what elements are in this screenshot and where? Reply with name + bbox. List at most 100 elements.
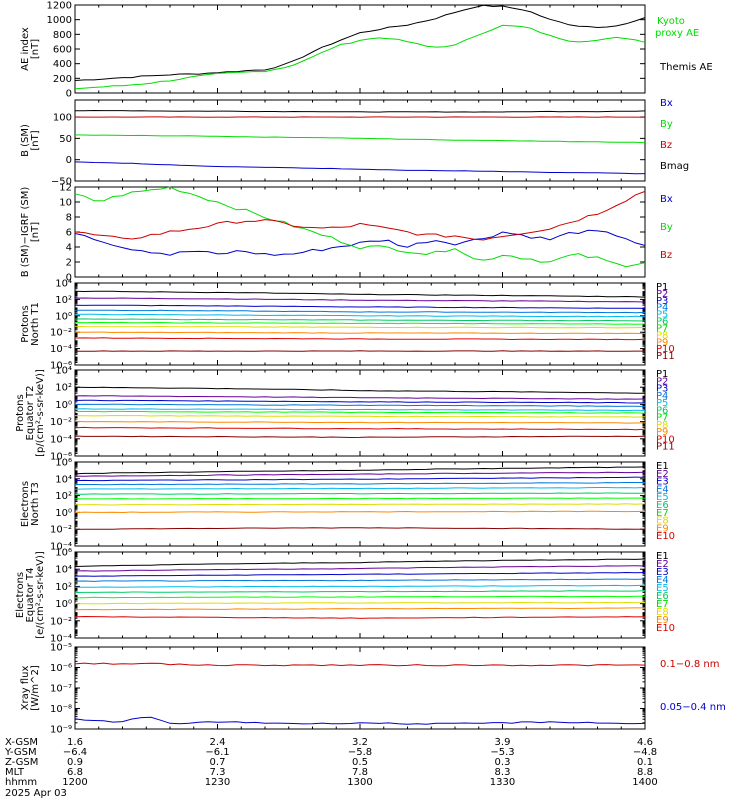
- panel-frame: [74, 646, 646, 730]
- y-tick-label: 50: [59, 134, 72, 145]
- orbit-value-mlt: 7.3: [210, 767, 226, 778]
- series-line-P1: [74, 386, 646, 394]
- legend-bx: Bx: [660, 98, 673, 109]
- legend-long-channel: 0.1−0.8 nm: [660, 659, 719, 670]
- orbit-value-hhmm: 1200: [62, 777, 87, 788]
- orbit-value-y-gsm: −4.8: [633, 747, 657, 758]
- orbit-value-hhmm: 1400: [632, 777, 657, 788]
- series-line-P1: [74, 290, 646, 298]
- legend-e5: E5: [656, 492, 669, 503]
- series-line-P10: [74, 435, 646, 439]
- series-line-By: [74, 134, 646, 144]
- y-axis-label: [p/(cm²-s-sr-keV)]: [35, 369, 46, 457]
- legend-by: By: [660, 119, 673, 130]
- legend-e9: E9: [656, 615, 669, 626]
- series-line-E2: [74, 471, 646, 477]
- legend-short-channel: 0.05−0.4 nm: [660, 702, 726, 713]
- orbit-value-hhmm: 1300: [347, 777, 372, 788]
- series-line-P4: [74, 403, 646, 407]
- series-line-E5: [74, 486, 646, 490]
- y-tick-label: 2: [66, 258, 72, 269]
- y-tick-label: 10⁻²: [50, 525, 72, 536]
- series-line-E9: [74, 510, 646, 514]
- y-tick-label: 10²: [55, 383, 72, 394]
- y-tick-label: 10²: [55, 582, 72, 593]
- legend-p10: P10: [656, 344, 675, 355]
- legend-bz: Bz: [660, 140, 672, 151]
- panel-xray: 10⁻⁹ 10⁻⁸ 10⁻⁷ 10⁻⁶ 10⁻⁵ Xray flux [W/m^2] 0.1−…: [20, 643, 726, 736]
- legend-e4: E4: [656, 484, 669, 495]
- series-line-P10: [74, 337, 646, 341]
- y-axis-label: [nT]: [30, 39, 41, 59]
- series-line-E4: [74, 578, 646, 582]
- y-tick-label: 10⁻²: [50, 417, 72, 428]
- y-axis-label: AE index: [20, 27, 31, 71]
- y-tick-label: 6: [66, 228, 72, 239]
- y-tick-label: 10⁻⁶: [50, 663, 72, 674]
- series-line-P7: [74, 321, 646, 325]
- series-line-By: [74, 186, 646, 268]
- legend-p11: P11: [656, 351, 675, 362]
- legend-p5: P5: [656, 310, 668, 321]
- orbit-value-mlt: 8.8: [637, 767, 653, 778]
- legend-e1: E1: [656, 461, 669, 472]
- y-axis-label: [W/m^2]: [30, 665, 41, 711]
- series-line-E3: [74, 571, 646, 577]
- series-line-Bx: [74, 229, 646, 256]
- y-axis-label: B (SM)−IGRF (SM): [20, 187, 31, 278]
- legend-p2: P2: [656, 376, 668, 387]
- legend-e3: E3: [656, 477, 669, 488]
- orbit-value-x-gsm: 2.4: [210, 737, 226, 748]
- y-axis-label: North T3: [30, 482, 41, 526]
- legend-p9: P9: [656, 427, 668, 438]
- legend-by: By: [660, 222, 673, 233]
- y-tick-label: 10⁻⁶: [50, 361, 72, 372]
- panel-ae: 0 200 400 600 800 1000 1200 AE index [nT] Kyotopr…: [20, 1, 713, 100]
- legend-p3: P3: [656, 384, 668, 395]
- legend-p8: P8: [656, 330, 668, 341]
- series-line-Bmag: [75, 109, 646, 113]
- orbit-value-z-gsm: 0.3: [495, 757, 511, 768]
- orbit-value-mlt: 7.8: [352, 767, 368, 778]
- y-axis-label: [e/(cm²-s-sr-keV)]: [35, 551, 46, 639]
- y-tick-label: 10⁻⁹: [50, 725, 72, 736]
- series-line-P8: [74, 420, 646, 424]
- legend-kyoto: Kyoto: [657, 16, 685, 27]
- panel-electrons_equator: 10⁻⁴ 10⁻² 10⁰ 10² 10⁴ 10⁶ Electrons Equator T4[…: [15, 548, 675, 645]
- orbit-value-x-gsm: 3.2: [352, 737, 368, 748]
- legend-p6: P6: [656, 317, 668, 328]
- series-line-E8: [74, 601, 646, 605]
- legend-p6: P6: [656, 405, 668, 416]
- series-line-P9: [74, 426, 646, 431]
- series-line-Bz: [74, 190, 646, 241]
- y-axis-label: Protons: [15, 394, 26, 431]
- orbit-value-y-gsm: −5.3: [490, 747, 514, 758]
- y-tick-label: 10⁶: [55, 458, 72, 469]
- y-tick-label: 10⁻⁴: [50, 634, 72, 645]
- row-label-hhmm: hhmm: [5, 777, 37, 788]
- y-tick-label: 10⁰: [55, 599, 72, 610]
- legend-p11: P11: [656, 442, 675, 453]
- series-line-0-1-0-8-nm: [74, 662, 646, 667]
- legend-p1: P1: [656, 282, 668, 293]
- y-tick-label: 12: [59, 183, 72, 194]
- orbit-value-x-gsm: 4.6: [637, 737, 653, 748]
- panel-bdiff: 0 2 4 6 8 10 12 B (SM)−IGRF (SM) [nT] Bx By Bz: [20, 183, 673, 284]
- y-tick-label: 10²: [55, 491, 72, 502]
- series-line-P6: [74, 410, 646, 414]
- y-tick-label: 10²: [55, 295, 72, 306]
- legend-p2: P2: [656, 289, 668, 300]
- y-tick-label: 400: [53, 59, 72, 70]
- series-line-E4: [75, 482, 645, 486]
- series-line-E1: [74, 466, 646, 475]
- series-line-E6: [74, 590, 646, 593]
- legend-bz: Bz: [660, 250, 672, 261]
- y-tick-label: 800: [53, 30, 72, 41]
- y-tick-label: 10⁻⁸: [50, 704, 72, 715]
- orbit-value-x-gsm: 3.9: [495, 737, 511, 748]
- series-line-E5: [74, 584, 646, 588]
- series-line-Themis-AE: [74, 4, 646, 81]
